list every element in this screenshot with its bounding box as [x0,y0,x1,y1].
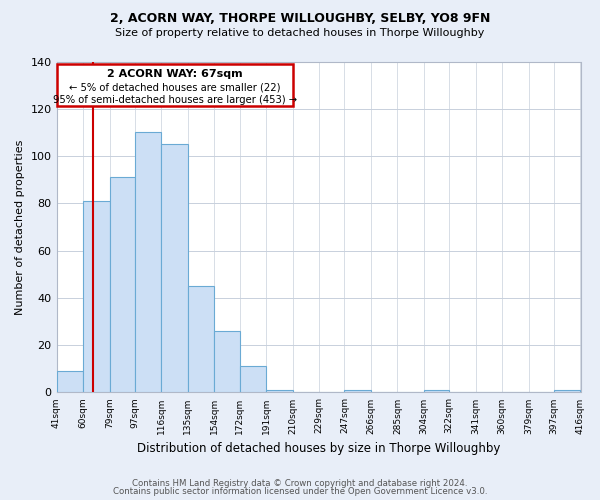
Text: Contains HM Land Registry data © Crown copyright and database right 2024.: Contains HM Land Registry data © Crown c… [132,478,468,488]
Bar [83,201,110,392]
Text: Size of property relative to detached houses in Thorpe Willoughby: Size of property relative to detached ho… [115,28,485,38]
Bar [266,390,293,392]
Bar [110,178,135,392]
Bar [214,331,239,392]
Bar [161,144,188,392]
FancyBboxPatch shape [56,64,293,106]
Bar [135,132,161,392]
Bar [239,366,266,392]
Bar [56,371,83,392]
Text: Contains public sector information licensed under the Open Government Licence v3: Contains public sector information licen… [113,487,487,496]
Bar [188,286,214,393]
Text: 95% of semi-detached houses are larger (453) →: 95% of semi-detached houses are larger (… [53,96,296,106]
Bar [424,390,449,392]
Text: ← 5% of detached houses are smaller (22): ← 5% of detached houses are smaller (22) [69,82,280,92]
Text: 2, ACORN WAY, THORPE WILLOUGHBY, SELBY, YO8 9FN: 2, ACORN WAY, THORPE WILLOUGHBY, SELBY, … [110,12,490,26]
Y-axis label: Number of detached properties: Number of detached properties [15,140,25,314]
Bar [344,390,371,392]
X-axis label: Distribution of detached houses by size in Thorpe Willoughby: Distribution of detached houses by size … [137,442,500,455]
Text: 2 ACORN WAY: 67sqm: 2 ACORN WAY: 67sqm [107,68,242,78]
Bar [554,390,580,392]
